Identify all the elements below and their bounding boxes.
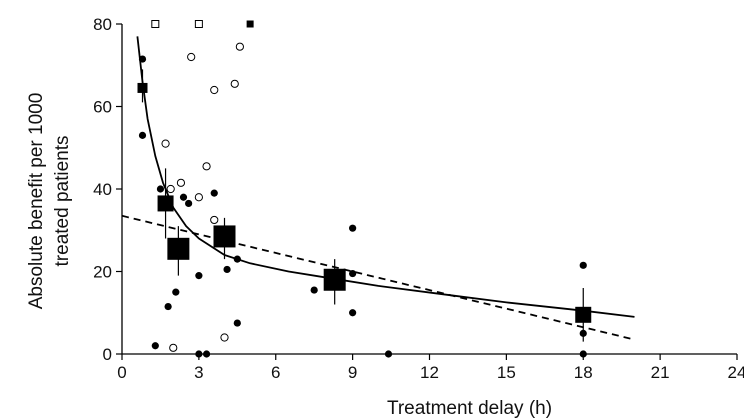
filled-circle-point bbox=[138, 131, 147, 139]
group-mean-square bbox=[323, 268, 346, 291]
x-tick-label: 24 bbox=[728, 363, 744, 382]
y-tick-label: 40 bbox=[93, 180, 112, 199]
filled-square-point bbox=[246, 20, 254, 28]
x-ticks: 0 3 6 9 12 15 18 21 24 bbox=[117, 354, 744, 382]
y-tick-label: 80 bbox=[93, 15, 112, 34]
filled-circle-point bbox=[579, 350, 587, 358]
filled-circle-point bbox=[156, 185, 165, 193]
data-points bbox=[138, 20, 587, 358]
x-tick-label: 0 bbox=[117, 363, 126, 382]
filled-circle-point bbox=[579, 329, 587, 337]
open-circle-point bbox=[210, 215, 219, 225]
x-tick-label: 12 bbox=[420, 363, 439, 382]
open-circle-point bbox=[210, 85, 219, 95]
group-mean-square bbox=[137, 82, 148, 93]
open-circle-point bbox=[176, 178, 186, 187]
open-square-point bbox=[151, 20, 160, 28]
y-tick-label: 0 bbox=[103, 345, 112, 364]
y-axis-title-line-2: treated patients bbox=[52, 136, 73, 267]
filled-circle-point bbox=[164, 302, 172, 311]
filled-circle-point bbox=[172, 288, 180, 296]
filled-circle-point bbox=[195, 350, 203, 358]
solid-fit-curve bbox=[136, 36, 635, 318]
group-means bbox=[137, 82, 592, 323]
y-tick-label: 60 bbox=[93, 98, 112, 117]
filled-circle-point bbox=[195, 272, 203, 280]
x-tick-label: 9 bbox=[348, 363, 357, 382]
dashed-fit-line bbox=[121, 214, 635, 341]
filled-circle-point bbox=[233, 319, 241, 327]
open-circle-point bbox=[166, 184, 175, 194]
x-tick-label: 15 bbox=[497, 363, 516, 382]
filled-circle-point bbox=[579, 261, 587, 269]
x-tick-label: 6 bbox=[271, 363, 280, 382]
filled-circle-point bbox=[233, 255, 241, 263]
filled-circle-point bbox=[138, 55, 147, 63]
axes bbox=[121, 24, 737, 355]
open-circle-point bbox=[187, 52, 196, 62]
filled-circle-point bbox=[349, 224, 357, 232]
filled-circle-point bbox=[384, 350, 393, 358]
open-square-point bbox=[194, 20, 203, 28]
open-circle-point bbox=[230, 79, 239, 88]
open-circle-point bbox=[235, 42, 244, 51]
filled-circle-point bbox=[151, 342, 159, 350]
open-circle-point bbox=[202, 162, 211, 171]
group-mean-square bbox=[157, 195, 174, 212]
x-tick-label: 3 bbox=[194, 363, 203, 382]
filled-circle-point bbox=[223, 265, 231, 274]
group-mean-square bbox=[575, 306, 592, 323]
group-mean-square bbox=[213, 225, 236, 248]
fit-curves bbox=[121, 36, 635, 341]
filled-circle-point bbox=[202, 350, 211, 358]
filled-circle-point bbox=[210, 189, 218, 197]
filled-circle-point bbox=[310, 286, 318, 294]
open-circle-point bbox=[161, 139, 170, 148]
open-circle-point bbox=[220, 333, 229, 342]
open-circle-point bbox=[194, 193, 203, 202]
confidence-intervals bbox=[141, 69, 584, 342]
y-ticks: 0 20 40 60 80 bbox=[93, 15, 122, 364]
x-axis-title: Treatment delay (h) bbox=[387, 398, 552, 419]
x-tick-label: 18 bbox=[574, 363, 593, 382]
filled-circle-point bbox=[179, 193, 188, 201]
y-tick-label: 20 bbox=[93, 263, 112, 282]
open-circle-point bbox=[169, 343, 178, 352]
group-mean-square bbox=[167, 237, 190, 260]
filled-circle-point bbox=[349, 309, 357, 317]
y-axis-title-line-1: Absolute benefit per 1000 bbox=[26, 93, 47, 310]
filled-circle-point bbox=[185, 199, 193, 208]
y-axis-title: Absolute benefit per 1000 treated patien… bbox=[26, 93, 73, 310]
x-tick-label: 21 bbox=[651, 363, 670, 382]
filled-circle-point bbox=[349, 269, 357, 278]
